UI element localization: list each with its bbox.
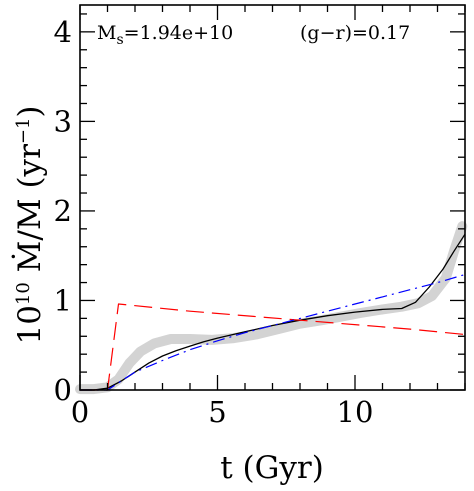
y-axis-title-sup: −1: [13, 118, 34, 145]
x-tick-label: 5: [208, 395, 226, 429]
x-axis-title: t (Gyr): [220, 450, 324, 486]
mass-symbol: M: [97, 22, 116, 44]
series-line-thick-gray: [75, 221, 468, 395]
mass-annotation: Ms=1.94e+10: [97, 22, 233, 48]
y-axis-title-close: ): [12, 105, 48, 117]
y-tick-label: 0: [54, 373, 72, 407]
series-line-dashdot-blue: [80, 273, 466, 391]
series-line-solid-black: [80, 233, 466, 391]
series-line-dash-red: [80, 303, 466, 391]
y-tick-label: 4: [54, 15, 72, 49]
y-tick-label: 3: [54, 104, 72, 138]
y-tick-label: 1: [54, 283, 72, 317]
y-axis-title-exp: 10: [13, 282, 34, 305]
x-tick-label: 0: [71, 395, 89, 429]
series-layer: [75, 221, 468, 395]
x-tick-label: 10: [337, 395, 374, 429]
y-axis-title-body: Ṁ/M (yr: [10, 144, 48, 282]
color-annotation: (g−r)=0.17: [300, 22, 410, 44]
mass-value: =1.94e+10: [124, 22, 234, 44]
y-axis-title-prefix: 10: [12, 305, 48, 344]
mass-subscript: s: [116, 32, 123, 48]
y-tick-label: 2: [54, 194, 72, 228]
y-axis-title: 1010 Ṁ/M (yr−1): [10, 105, 48, 344]
tick-layer: 0 5 10 0 1 2 3 4: [54, 5, 466, 429]
